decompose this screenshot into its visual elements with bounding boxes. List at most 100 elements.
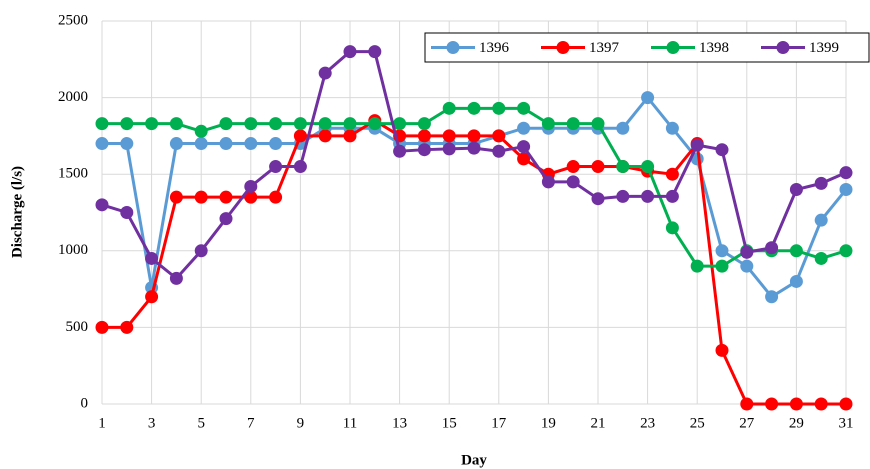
data-point xyxy=(616,160,630,174)
data-point xyxy=(145,290,159,304)
data-point xyxy=(814,251,828,265)
y-tick-label: 2000 xyxy=(58,89,88,105)
x-tick-label: 5 xyxy=(197,415,205,431)
data-point xyxy=(616,189,630,203)
data-point xyxy=(293,117,307,131)
data-point xyxy=(665,167,679,181)
data-point xyxy=(169,271,183,285)
data-point xyxy=(591,160,605,174)
data-point xyxy=(244,190,258,204)
data-point xyxy=(293,160,307,174)
series-line xyxy=(102,118,846,406)
data-point xyxy=(95,198,109,212)
data-point xyxy=(417,117,431,131)
data-point xyxy=(145,251,159,265)
data-point xyxy=(641,91,655,105)
data-point xyxy=(541,175,555,189)
x-tick-label: 27 xyxy=(739,415,755,431)
data-point xyxy=(492,101,506,115)
data-point xyxy=(95,137,109,151)
data-point xyxy=(343,129,357,143)
data-point xyxy=(715,244,729,258)
y-tick-label: 2500 xyxy=(58,12,88,28)
data-point xyxy=(169,190,183,204)
data-point xyxy=(442,142,456,156)
x-axis-title: Day xyxy=(461,452,487,468)
data-point xyxy=(789,244,803,258)
data-point xyxy=(616,121,630,135)
data-point xyxy=(591,192,605,206)
x-tick-label: 7 xyxy=(247,415,255,431)
data-point xyxy=(219,212,233,226)
data-point xyxy=(95,117,109,131)
y-tick-label: 500 xyxy=(66,319,89,335)
x-tick-label: 21 xyxy=(591,415,606,431)
data-point xyxy=(765,397,779,411)
data-point xyxy=(269,137,283,151)
legend-marker xyxy=(446,41,460,54)
legend-marker xyxy=(776,41,790,54)
data-point xyxy=(393,117,407,131)
data-point xyxy=(293,129,307,143)
data-point xyxy=(145,117,159,131)
x-tick-label: 31 xyxy=(839,415,854,431)
data-point xyxy=(442,129,456,143)
data-point xyxy=(219,190,233,204)
data-point xyxy=(492,129,506,143)
legend-label: 1397 xyxy=(589,40,620,56)
data-point xyxy=(789,183,803,197)
data-point xyxy=(467,101,481,115)
x-tick-label: 3 xyxy=(148,415,156,431)
data-point xyxy=(814,397,828,411)
data-point xyxy=(194,137,208,151)
legend-marker xyxy=(556,41,570,54)
x-tick-label: 1 xyxy=(98,415,106,431)
data-point xyxy=(244,179,258,193)
y-tick-label: 1000 xyxy=(58,242,88,258)
data-point xyxy=(665,189,679,203)
data-point xyxy=(244,137,258,151)
x-tick-label: 29 xyxy=(789,415,804,431)
data-point xyxy=(690,259,704,273)
data-point xyxy=(566,117,580,131)
data-point xyxy=(368,45,382,59)
series-line xyxy=(101,50,847,281)
data-point xyxy=(318,129,332,143)
data-point xyxy=(839,166,853,180)
data-point xyxy=(765,241,779,255)
data-point xyxy=(839,183,853,197)
data-point xyxy=(765,290,779,304)
data-point xyxy=(839,244,853,258)
data-point xyxy=(120,137,134,151)
legend-label: 1399 xyxy=(809,40,839,56)
data-point xyxy=(467,141,481,155)
data-point xyxy=(120,117,134,131)
data-point xyxy=(417,143,431,157)
data-point xyxy=(442,101,456,115)
data-point xyxy=(343,45,357,59)
data-point xyxy=(690,138,704,152)
data-point xyxy=(244,117,258,131)
data-point xyxy=(194,190,208,204)
data-point xyxy=(269,190,283,204)
x-tick-label: 19 xyxy=(541,415,556,431)
data-point xyxy=(566,160,580,174)
data-point xyxy=(814,213,828,227)
x-tick-label: 17 xyxy=(491,415,507,431)
y-tick-label: 0 xyxy=(81,395,89,411)
x-tick-label: 11 xyxy=(343,415,357,431)
legend-marker xyxy=(666,41,680,54)
data-point xyxy=(169,117,183,131)
data-point xyxy=(517,140,531,154)
data-point xyxy=(269,160,283,174)
x-tick-label: 13 xyxy=(392,415,407,431)
x-tick-label: 25 xyxy=(690,415,705,431)
data-point xyxy=(740,245,754,259)
data-point xyxy=(368,117,382,131)
data-point xyxy=(318,66,332,80)
data-point xyxy=(814,176,828,190)
data-point xyxy=(492,144,506,158)
data-point xyxy=(789,397,803,411)
data-point xyxy=(120,206,134,219)
